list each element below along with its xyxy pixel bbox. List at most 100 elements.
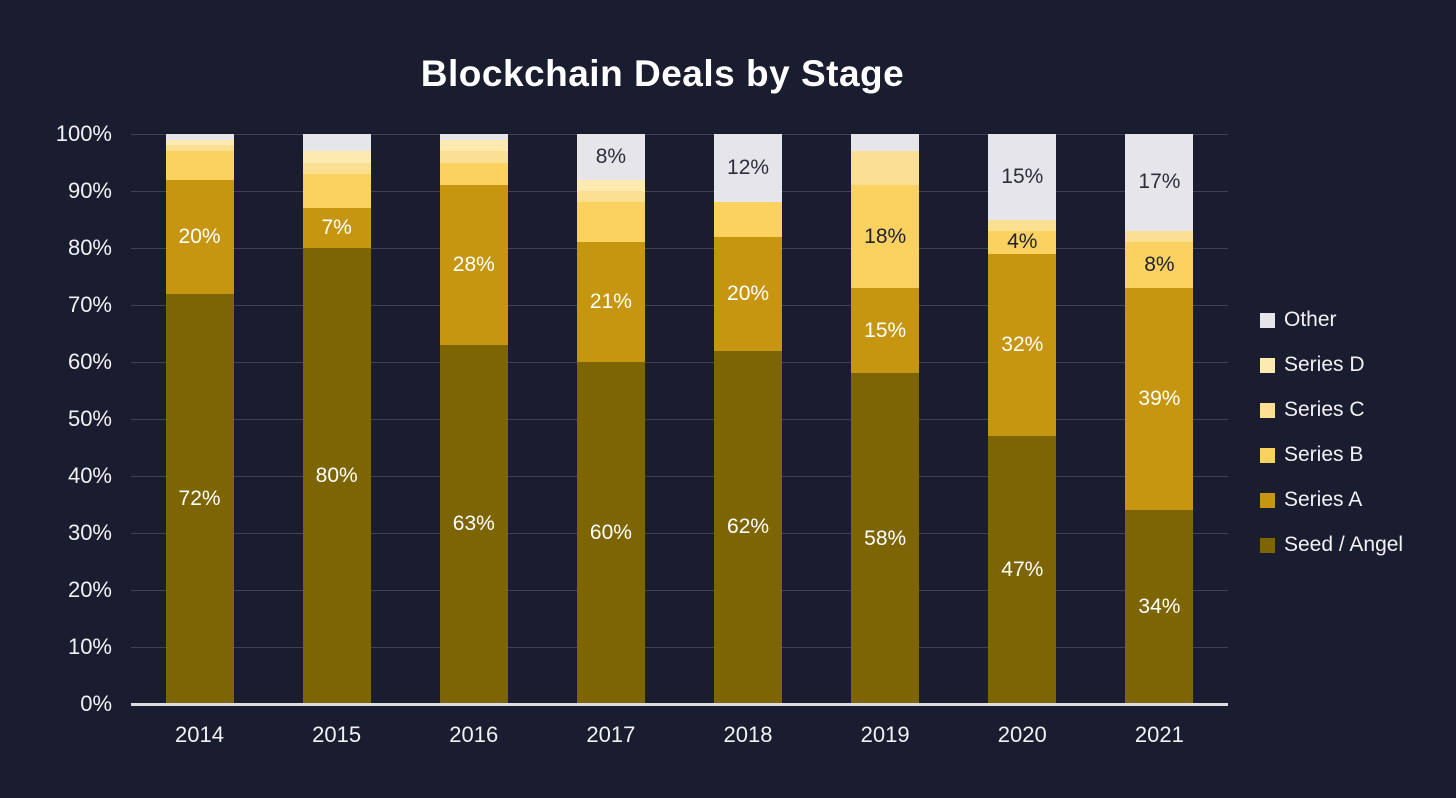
segment-value-label: 8% xyxy=(1144,253,1175,277)
legend-item-series-c: Series C xyxy=(1260,398,1403,422)
bar-segment-2018-other: 12% xyxy=(714,134,783,203)
bar-segment-2015-series-a: 7% xyxy=(302,208,371,248)
bar-segment-2015-series-c xyxy=(302,162,371,174)
y-tick-50: 50% xyxy=(67,406,112,431)
bar-segment-2020-series-a: 32% xyxy=(988,253,1057,437)
segment-value-label: 15% xyxy=(864,318,907,342)
legend-swatch-icon xyxy=(1260,537,1275,553)
gridline-90 xyxy=(131,191,1228,192)
legend-label: Other xyxy=(1284,308,1337,331)
bar-segment-2016-series-b xyxy=(439,162,508,186)
bar-segment-2017-seed-angel: 60% xyxy=(576,362,645,704)
bar-segment-2019-series-a: 15% xyxy=(851,287,920,374)
bar-segment-2016-other xyxy=(439,134,508,140)
legend-item-series-d: Series D xyxy=(1260,353,1403,377)
bar-segment-2014-series-d xyxy=(165,139,234,146)
segment-value-label: 20% xyxy=(727,281,770,305)
bar-segment-2015-other xyxy=(302,134,371,152)
segment-value-label: 80% xyxy=(315,464,358,487)
x-axis-baseline xyxy=(131,703,1228,706)
bar-segment-2020-seed-angel: 47% xyxy=(988,436,1057,704)
segment-value-label: 47% xyxy=(1001,558,1044,582)
segment-value-label: 34% xyxy=(1138,595,1181,619)
legend-item-other: Other xyxy=(1260,308,1403,332)
segment-value-label: 20% xyxy=(178,224,221,248)
bar-segment-2021-other: 17% xyxy=(1125,134,1194,231)
segment-value-label: 12% xyxy=(727,156,770,180)
gridline-80 xyxy=(131,248,1228,249)
legend-label: Series C xyxy=(1284,398,1365,421)
segment-value-label: 21% xyxy=(589,290,632,314)
bar-segment-2014-series-c xyxy=(165,145,234,152)
segment-value-label: 28% xyxy=(452,253,495,277)
segment-value-label: 32% xyxy=(1001,332,1044,356)
gridline-60 xyxy=(131,362,1228,363)
bar-segment-2016-series-c xyxy=(439,151,508,163)
legend-item-series-b: Series B xyxy=(1260,443,1403,467)
bar-segment-2016-series-a: 28% xyxy=(439,185,508,345)
y-tick-0: 0% xyxy=(80,691,112,716)
bar-segment-2018-seed-angel: 62% xyxy=(714,350,783,704)
bar-segment-2016-series-d xyxy=(439,139,508,152)
bar-segment-2019-series-b: 18% xyxy=(851,185,920,288)
legend-swatch-icon xyxy=(1260,402,1275,418)
plot-area: 72% 20% 80% 7% 63% 28% 60% 21% 8% 62% 20% 12% 58% 15%… xyxy=(131,134,1228,706)
bar-segment-2021-series-c xyxy=(1125,230,1194,243)
legend-swatch-icon xyxy=(1260,357,1275,373)
bar-segment-2015-seed-angel: 80% xyxy=(302,248,371,704)
gridline-40 xyxy=(131,476,1228,477)
legend-label: Seed / Angel xyxy=(1284,533,1404,556)
legend-label: Series A xyxy=(1284,488,1363,511)
bar-segment-2021-series-b: 8% xyxy=(1125,242,1194,288)
bar-segment-2020-series-b: 4% xyxy=(988,230,1057,254)
bar-segment-2017-series-b xyxy=(576,202,645,243)
bar-segment-2017-series-c xyxy=(576,191,645,203)
gridline-20 xyxy=(131,590,1228,591)
bar-segment-2015-series-d xyxy=(302,151,371,163)
bar-segment-2014-other xyxy=(165,134,234,140)
bar-segment-2018-series-a: 20% xyxy=(714,236,783,351)
bar-segment-2020-other: 15% xyxy=(988,134,1057,220)
y-tick-10: 10% xyxy=(67,634,112,659)
bar-segment-2019-series-c xyxy=(851,151,920,186)
legend-label: Series B xyxy=(1284,443,1364,466)
bar-segment-2014-series-b xyxy=(165,151,234,180)
bar-segment-2019-seed-angel: 58% xyxy=(851,373,920,704)
segment-value-label: 39% xyxy=(1138,387,1181,411)
legend-item-series-a: Series A xyxy=(1260,488,1403,512)
x-tick-2017: 2017 xyxy=(586,722,636,747)
legend-swatch-icon xyxy=(1260,492,1275,508)
legend-swatch-icon xyxy=(1260,447,1275,463)
bar-segment-2017-series-d xyxy=(576,179,645,191)
segment-value-label: 72% xyxy=(178,486,221,510)
legend-swatch-icon xyxy=(1260,312,1275,328)
y-tick-90: 90% xyxy=(67,178,112,203)
legend: Other Series D Series C Series B Series A See… xyxy=(1260,308,1403,557)
y-tick-30: 30% xyxy=(67,520,112,545)
y-tick-40: 40% xyxy=(67,463,112,488)
x-tick-2014: 2014 xyxy=(175,722,224,747)
segment-value-label: 15% xyxy=(1001,164,1044,188)
legend-label: Series D xyxy=(1284,353,1365,376)
segment-value-label: 58% xyxy=(864,526,907,550)
y-tick-60: 60% xyxy=(67,349,112,374)
x-tick-2015: 2015 xyxy=(312,722,362,747)
segment-value-label: 18% xyxy=(864,224,907,248)
bar-segment-2015-series-b xyxy=(302,173,371,209)
segment-value-label: 4% xyxy=(1007,230,1038,254)
x-tick-2019: 2019 xyxy=(860,722,910,747)
x-tick-2016: 2016 xyxy=(449,722,499,747)
bar-segment-2021-series-a: 39% xyxy=(1125,287,1194,511)
bar-segment-2016-seed-angel: 63% xyxy=(439,344,508,704)
segment-value-label: 60% xyxy=(589,521,632,544)
y-tick-20: 20% xyxy=(67,577,112,602)
x-tick-2021: 2021 xyxy=(1134,722,1184,747)
gridline-50 xyxy=(131,419,1228,420)
bar-segment-2021-seed-angel: 34% xyxy=(1125,510,1194,704)
legend-item-seed-angel: Seed / Angel xyxy=(1260,533,1403,557)
bar-segment-2020-series-c xyxy=(988,219,1057,231)
y-tick-100: 100% xyxy=(55,121,112,146)
bar-segment-2014-series-a: 20% xyxy=(165,179,234,294)
y-tick-70: 70% xyxy=(67,292,112,317)
